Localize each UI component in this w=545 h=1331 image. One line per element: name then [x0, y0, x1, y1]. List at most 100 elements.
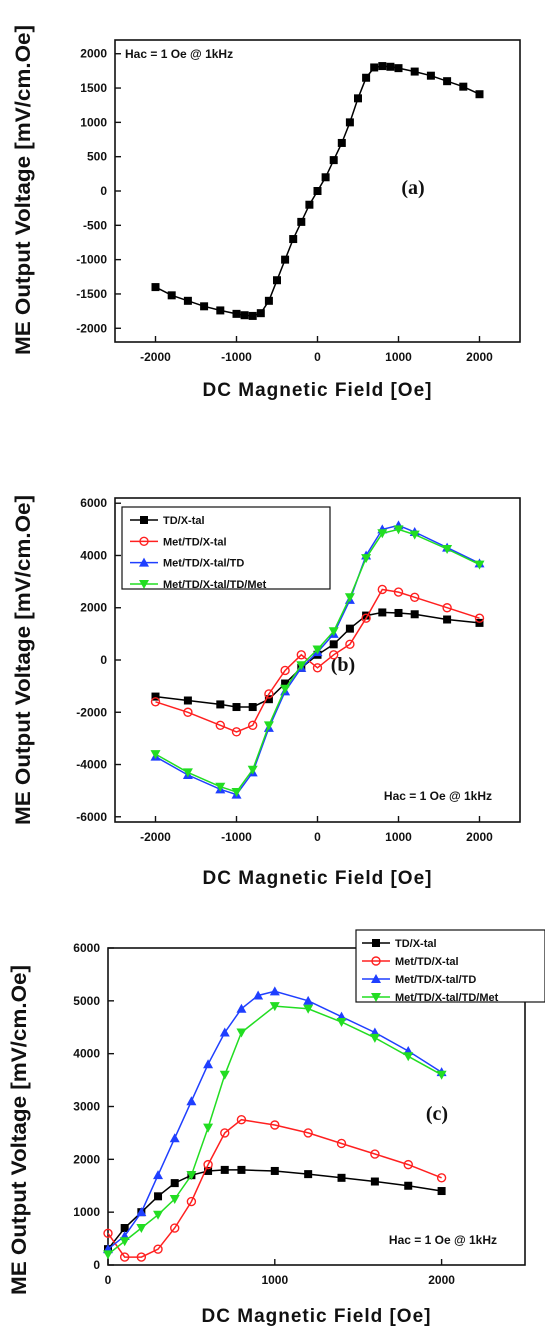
- y-tick-label: 3000: [73, 1100, 100, 1114]
- chart-panel-2: -2000 -1000 0 1000 2000 -6000 -4000 -2000 0 2000 4…: [12, 495, 521, 889]
- data-point: [303, 995, 314, 1005]
- data-point: [220, 1128, 230, 1138]
- panel-label: (c): [426, 1103, 448, 1125]
- data-point: [153, 1170, 164, 1180]
- data-point: [216, 700, 225, 709]
- data-point: [337, 138, 346, 147]
- data-point: [289, 235, 298, 244]
- data-point: [281, 255, 290, 264]
- y-tick-label: 1500: [80, 81, 107, 95]
- data-point: [136, 1224, 147, 1234]
- data-point: [436, 1173, 447, 1183]
- series-1: [151, 62, 484, 320]
- data-point: [264, 689, 274, 699]
- data-point: [345, 639, 355, 650]
- data-point: [136, 1207, 147, 1217]
- data-point: [264, 695, 273, 704]
- data-point: [475, 90, 484, 99]
- data-point: [200, 302, 209, 311]
- data-point: [313, 187, 322, 195]
- data-point: [459, 82, 468, 91]
- legend-label: Met/TD/X-tal/TD/Met: [395, 992, 499, 1004]
- series-line: [107, 990, 443, 1250]
- chart-panel-1: -2000 -1000 0 1000 2000 -2000 -1500 -1000 -500 0 5…: [12, 25, 521, 401]
- y-tick-label: 2000: [80, 47, 107, 61]
- legend-label: Met/TD/X-tal/TD/Met: [163, 579, 267, 591]
- annotation-text: Hac = 1 Oe @ 1kHz: [389, 1233, 497, 1247]
- data-point: [426, 71, 435, 80]
- data-point: [151, 283, 160, 292]
- legend: TD/X-tal Met/TD/X-tal Met/TD/X-tal/TD Met/T…: [355, 929, 545, 1004]
- legend-marker: [140, 516, 148, 524]
- data-point: [219, 1027, 230, 1037]
- x-tick-label: -2000: [140, 830, 171, 844]
- data-point: [136, 1252, 147, 1262]
- series-line: [155, 611, 480, 708]
- data-point: [183, 296, 192, 305]
- series-4: [103, 1002, 447, 1260]
- y-tick-label: -6000: [76, 810, 107, 824]
- y-tick-label: -2000: [76, 321, 107, 335]
- data-point: [236, 1028, 247, 1038]
- y-tick-label: 1000: [80, 115, 107, 129]
- data-point: [386, 62, 395, 71]
- data-point: [344, 593, 355, 603]
- data-point: [119, 1237, 130, 1247]
- data-point: [370, 1177, 379, 1186]
- data-point: [103, 1250, 113, 1260]
- data-point: [203, 1123, 214, 1133]
- data-point: [296, 661, 307, 671]
- data-point: [186, 1096, 197, 1106]
- data-point: [232, 703, 241, 712]
- data-point: [248, 703, 257, 712]
- data-point: [474, 560, 485, 570]
- data-point: [269, 986, 280, 996]
- data-point: [337, 1173, 346, 1182]
- data-point: [232, 309, 241, 318]
- y-tick-label: 5000: [73, 994, 100, 1008]
- data-point: [237, 1165, 246, 1174]
- data-point: [231, 727, 242, 737]
- data-point: [378, 608, 387, 617]
- data-point: [153, 1210, 164, 1220]
- y-axis-label: ME Output Voltage [mV/cm.Oe]: [8, 965, 31, 1295]
- data-point: [362, 73, 371, 82]
- y-tick-label: 4000: [80, 548, 107, 562]
- legend-label: TD/X-tal: [395, 938, 437, 950]
- data-point: [247, 720, 258, 731]
- data-point: [354, 94, 362, 103]
- data-point: [186, 1196, 197, 1207]
- data-point: [336, 1017, 347, 1027]
- y-tick-label: 4000: [73, 1047, 100, 1061]
- data-point: [321, 173, 330, 182]
- x-axis-label: DC Magnetic Field [Oe]: [203, 868, 433, 889]
- y-tick-label: -500: [83, 218, 107, 232]
- legend-label: Met/TD/X-tal: [395, 956, 459, 968]
- data-point: [203, 1159, 213, 1170]
- data-point: [216, 306, 225, 315]
- data-point: [120, 1224, 129, 1233]
- data-point: [377, 529, 388, 539]
- data-point: [303, 1004, 314, 1014]
- data-point: [269, 1002, 280, 1012]
- data-point: [361, 613, 371, 623]
- data-point: [263, 721, 274, 731]
- data-point: [236, 1003, 247, 1013]
- data-point: [182, 768, 193, 778]
- data-point: [442, 603, 452, 613]
- data-point: [443, 615, 452, 624]
- data-point: [170, 1223, 180, 1233]
- annotation-text: Hac = 1 Oe @ 1kHz: [125, 47, 233, 61]
- data-point: [394, 608, 403, 617]
- data-point: [119, 1252, 130, 1262]
- panel-label: (b): [331, 654, 355, 676]
- data-point: [248, 311, 257, 320]
- data-point: [312, 663, 323, 673]
- data-point: [270, 1120, 280, 1130]
- data-point: [270, 1166, 279, 1175]
- data-point: [154, 1192, 163, 1201]
- data-point: [305, 200, 314, 209]
- data-point: [370, 63, 379, 72]
- data-point: [215, 720, 226, 731]
- y-tick-label: -1500: [76, 287, 107, 301]
